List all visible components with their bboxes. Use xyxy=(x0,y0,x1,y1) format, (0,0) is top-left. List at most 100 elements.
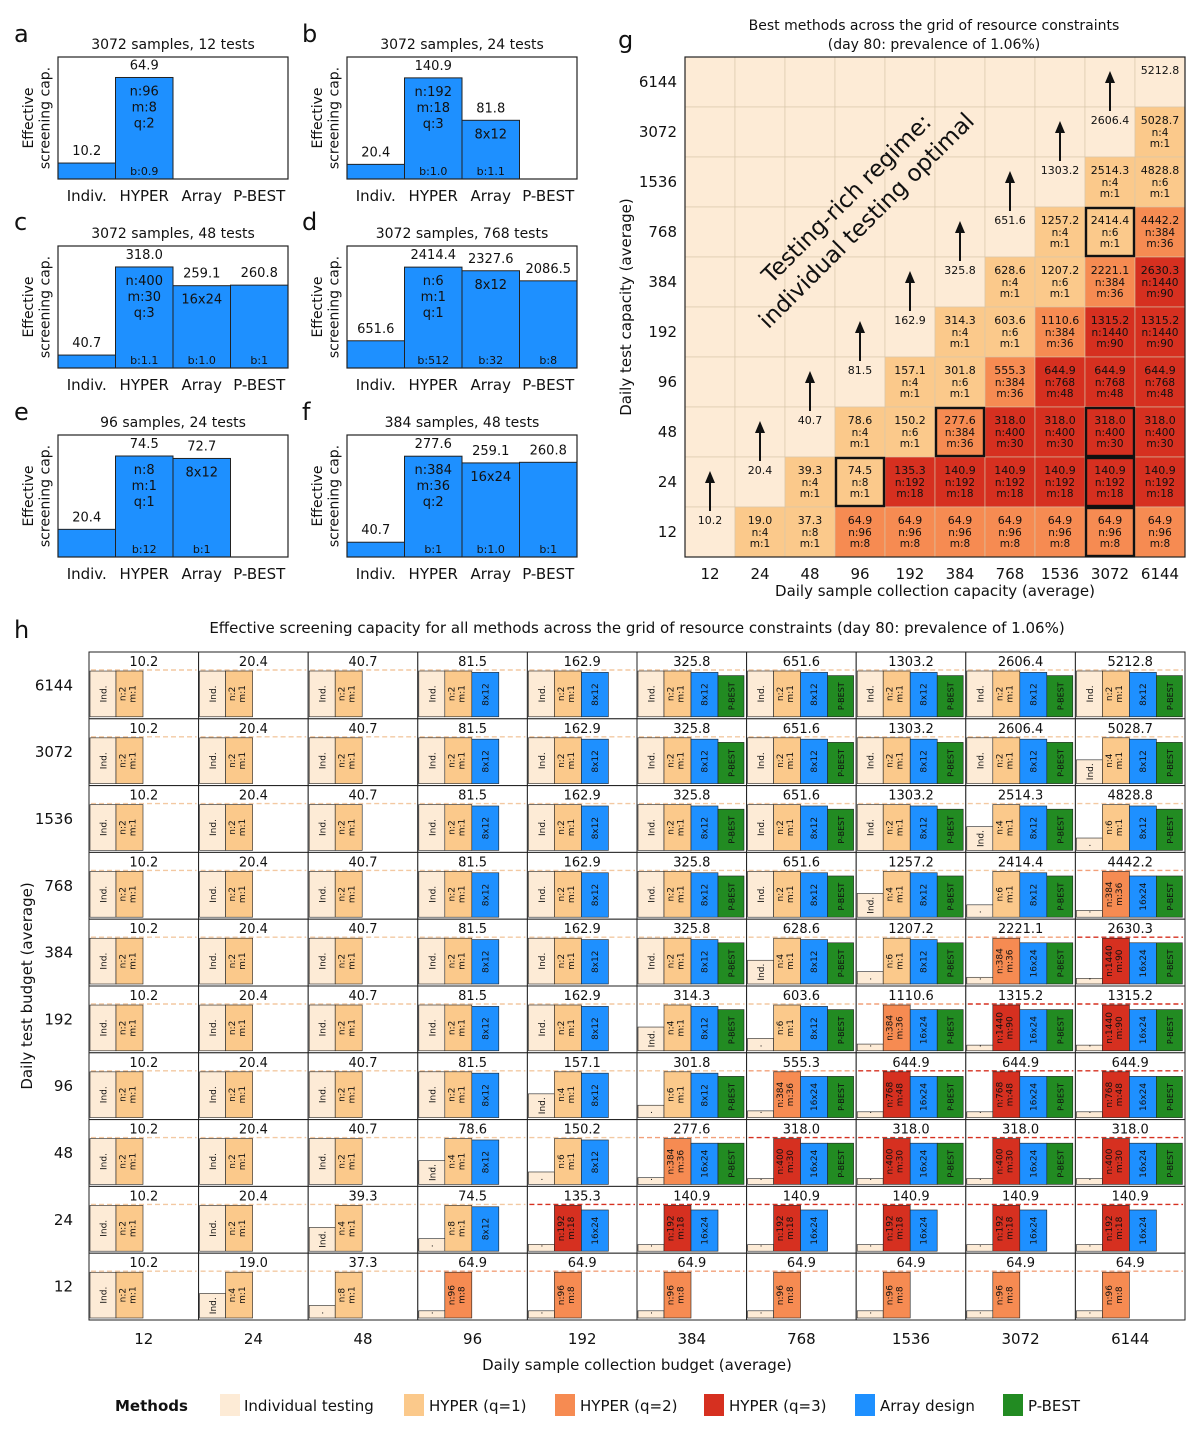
heatmap-cell xyxy=(1084,306,1136,358)
heatmap-cell xyxy=(684,306,736,358)
heatmap-cell xyxy=(684,206,736,258)
panel-b-ylabel: Effectivescreening cap. xyxy=(310,67,342,169)
grid-bar-individual xyxy=(747,737,774,784)
grid-bar-individual xyxy=(308,670,336,718)
panel-e-inbar-1: q:1 xyxy=(134,495,155,510)
grid-bar-pbest xyxy=(827,942,854,985)
grid-bar-hyper xyxy=(334,670,363,718)
grid-bar-hyper-label: m:1 xyxy=(677,1019,687,1037)
legend-label-hyper-q2: HYPER (q=2) xyxy=(580,1397,678,1415)
grid-bar-hyper-label: m:1 xyxy=(238,1220,248,1238)
heatmap-cell-params: n:6 xyxy=(1152,177,1169,189)
grid-cell: 10.2 Ind. n:2 m:1 xyxy=(88,1252,200,1321)
legend-label-pbest: P-BEST xyxy=(1028,1397,1081,1415)
grid-bar-hyper-label: n:2 xyxy=(447,820,457,834)
panel-a-tick-3: P-BEST xyxy=(233,187,286,205)
panel-b-tick-0: Indiv. xyxy=(356,187,396,205)
panel-f-value-2: 259.1 xyxy=(472,444,509,459)
heatmap-highlight xyxy=(1084,206,1136,258)
grid-bar-hyper-label: n:2 xyxy=(447,1087,457,1101)
grid-bar-array-label: 8x12 xyxy=(591,1017,601,1040)
grid-cell: 81.5 Ind. n:2 m:1 8x12 xyxy=(417,718,528,787)
grid-bar-individual xyxy=(89,937,117,985)
grid-bar-hyper-label: n:2 xyxy=(338,1087,348,1101)
grid-cell-max-value: 20.4 xyxy=(239,1056,268,1071)
grid-bar-hyper xyxy=(773,804,801,851)
heatmap-cell-value: 644.9 xyxy=(1044,364,1076,377)
grid-bar-hyper-label: m:18 xyxy=(786,1216,796,1240)
panel-e-ylabel: Effectivescreening cap. xyxy=(21,445,53,547)
grid-cell: 1207.2 · n:6 m:1 8x12 P-BEST xyxy=(855,918,967,987)
grid-cell-max-value: 64.9 xyxy=(897,1256,926,1271)
grid-cell: 140.9 · n:192 m:18 16x24 xyxy=(965,1185,1076,1254)
grid-bar-pbest xyxy=(936,875,964,918)
heatmap-cell-params: n:192 xyxy=(995,477,1025,489)
grid-bar-individual xyxy=(856,804,884,851)
heatmap-cell xyxy=(884,156,936,208)
grid-bar-array-label: 8x12 xyxy=(1029,750,1039,773)
grid-bar-hyper-label: m:1 xyxy=(129,1153,139,1171)
heatmap-y-tick-0: 6144 xyxy=(639,73,677,91)
grid-bar-array-label: 8x12 xyxy=(920,683,930,706)
grid-bar-hyper-label: m:1 xyxy=(786,685,796,703)
grid-bar-hyper xyxy=(773,737,801,784)
grid-cell-max-value: 1257.2 xyxy=(888,855,934,870)
heatmap-cell-params: n:96 xyxy=(948,527,972,539)
panel-letter-a: a xyxy=(14,20,29,48)
grid-cell-max-value: 64.9 xyxy=(677,1256,706,1271)
grid-bar-individual-label: Ind. xyxy=(100,953,110,970)
grid-cell-max-value: 10.2 xyxy=(129,1189,158,1204)
legend: Methods Individual testing HYPER (q=1) H… xyxy=(115,1394,1081,1416)
heatmap-cell-value: 140.9 xyxy=(944,464,976,477)
grid-bar-pbest-label: P-BEST xyxy=(837,949,846,977)
panel-c-bar-3 xyxy=(230,284,289,369)
grid-bar-hyper xyxy=(334,1004,363,1052)
grid-bar-hyper-label: m:1 xyxy=(238,685,248,703)
ylabel-line: screening cap. xyxy=(326,67,342,169)
grid-cell: 162.9 Ind. n:2 m:1 8x12 xyxy=(526,785,638,853)
grid-bar-hyper-label: n:6 xyxy=(995,887,1005,902)
panel-letter-d: d xyxy=(302,208,317,236)
grid-bar-pbest-label: P-BEST xyxy=(837,816,846,844)
heatmap-cell-value: 318.0 xyxy=(1044,414,1076,427)
grid-bar-hyper-label: n:1440 xyxy=(995,1012,1005,1044)
grid-bar-hyper-label: m:1 xyxy=(1005,752,1015,770)
grid-bar-hyper-label: n:4 xyxy=(228,1288,238,1303)
heatmap-cell-params: n:768 xyxy=(1045,377,1075,389)
grid-bar-hyper-label: m:1 xyxy=(896,685,906,703)
grid-bar-individual xyxy=(747,804,774,851)
grid-bar-pbest-label: P-BEST xyxy=(1056,883,1065,911)
grid-bar-individual xyxy=(856,737,884,784)
heatmap-cell-params: n:6 xyxy=(1052,277,1069,289)
grid-cell-max-value: 2606.4 xyxy=(998,722,1044,737)
grid-cell-max-value: 64.9 xyxy=(787,1256,816,1271)
grid-bar-array xyxy=(1129,1009,1157,1052)
ylabel-line: Effective xyxy=(310,276,326,337)
heatmap-cell xyxy=(934,106,986,158)
grid-bar-individual xyxy=(308,1004,336,1052)
grid-bar-hyper-label: n:2 xyxy=(886,687,896,701)
grid-bar-hyper xyxy=(444,737,473,784)
panel-c-inbar-2: 16x24 xyxy=(181,293,222,308)
heatmap-cell-value: 2514.3 xyxy=(1091,164,1130,177)
heatmap-y-tick-6: 96 xyxy=(658,373,677,391)
grid-cell-max-value: 81.5 xyxy=(458,722,487,737)
panel-a-inbar-1: q:2 xyxy=(134,116,155,131)
grid-cell-max-value: 10.2 xyxy=(129,722,158,737)
grid-bar-individual-label: Ind. xyxy=(319,1019,329,1036)
grid-bar-pbest-label: P-BEST xyxy=(1056,1150,1065,1178)
grid-cell: 162.9 Ind. n:2 m:1 8x12 xyxy=(526,918,638,987)
grid-cell-max-value: 40.7 xyxy=(349,989,378,1004)
grid-bar-hyper-label: m:18 xyxy=(1005,1216,1015,1240)
heatmap-cell-params: n:96 xyxy=(1148,527,1172,539)
heatmap-cell-value: 4828.8 xyxy=(1141,164,1180,177)
heatmap-x-tick-3: 96 xyxy=(850,565,869,583)
grid-bar-array-label: 8x12 xyxy=(810,884,820,907)
grid-cell: 318.0 · n:400 m:30 16x24 P-BEST xyxy=(855,1119,967,1187)
grid-bar-hyper-label: m:1 xyxy=(1005,886,1015,904)
grid-cell: 39.3 Ind. n:4 m:1 xyxy=(307,1185,419,1254)
panel-e-tick-0: Indiv. xyxy=(67,565,107,583)
grid-bar-individual-label: Ind. xyxy=(209,1086,219,1103)
grid-bar-pbest xyxy=(1046,1142,1074,1185)
grid-bar-pbest xyxy=(1046,808,1074,851)
